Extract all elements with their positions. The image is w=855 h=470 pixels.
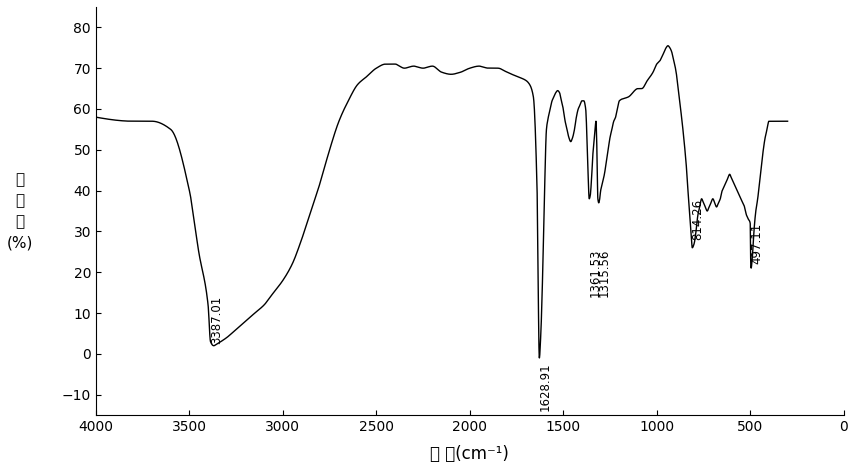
Text: 497.11: 497.11: [751, 223, 764, 264]
Text: 1628.91: 1628.91: [540, 362, 552, 411]
Text: 814.26: 814.26: [692, 198, 705, 240]
Y-axis label: 透
过
率
(%): 透 过 率 (%): [7, 172, 33, 250]
Text: 1361.53: 1361.53: [589, 248, 602, 297]
Text: 1315.56: 1315.56: [598, 248, 610, 297]
Text: 3387.01: 3387.01: [210, 296, 223, 344]
X-axis label: 波 数(cm⁻¹): 波 数(cm⁻¹): [430, 445, 510, 463]
